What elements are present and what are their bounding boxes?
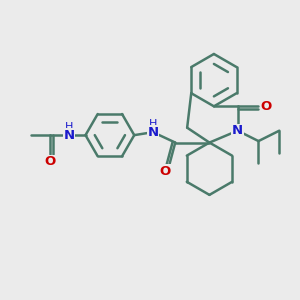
Text: N: N xyxy=(147,126,158,139)
Text: O: O xyxy=(260,100,272,113)
Text: O: O xyxy=(159,165,170,178)
Text: H: H xyxy=(65,122,73,132)
Text: N: N xyxy=(64,129,75,142)
Text: H: H xyxy=(149,119,157,129)
Text: O: O xyxy=(44,155,56,168)
Text: N: N xyxy=(232,124,243,137)
